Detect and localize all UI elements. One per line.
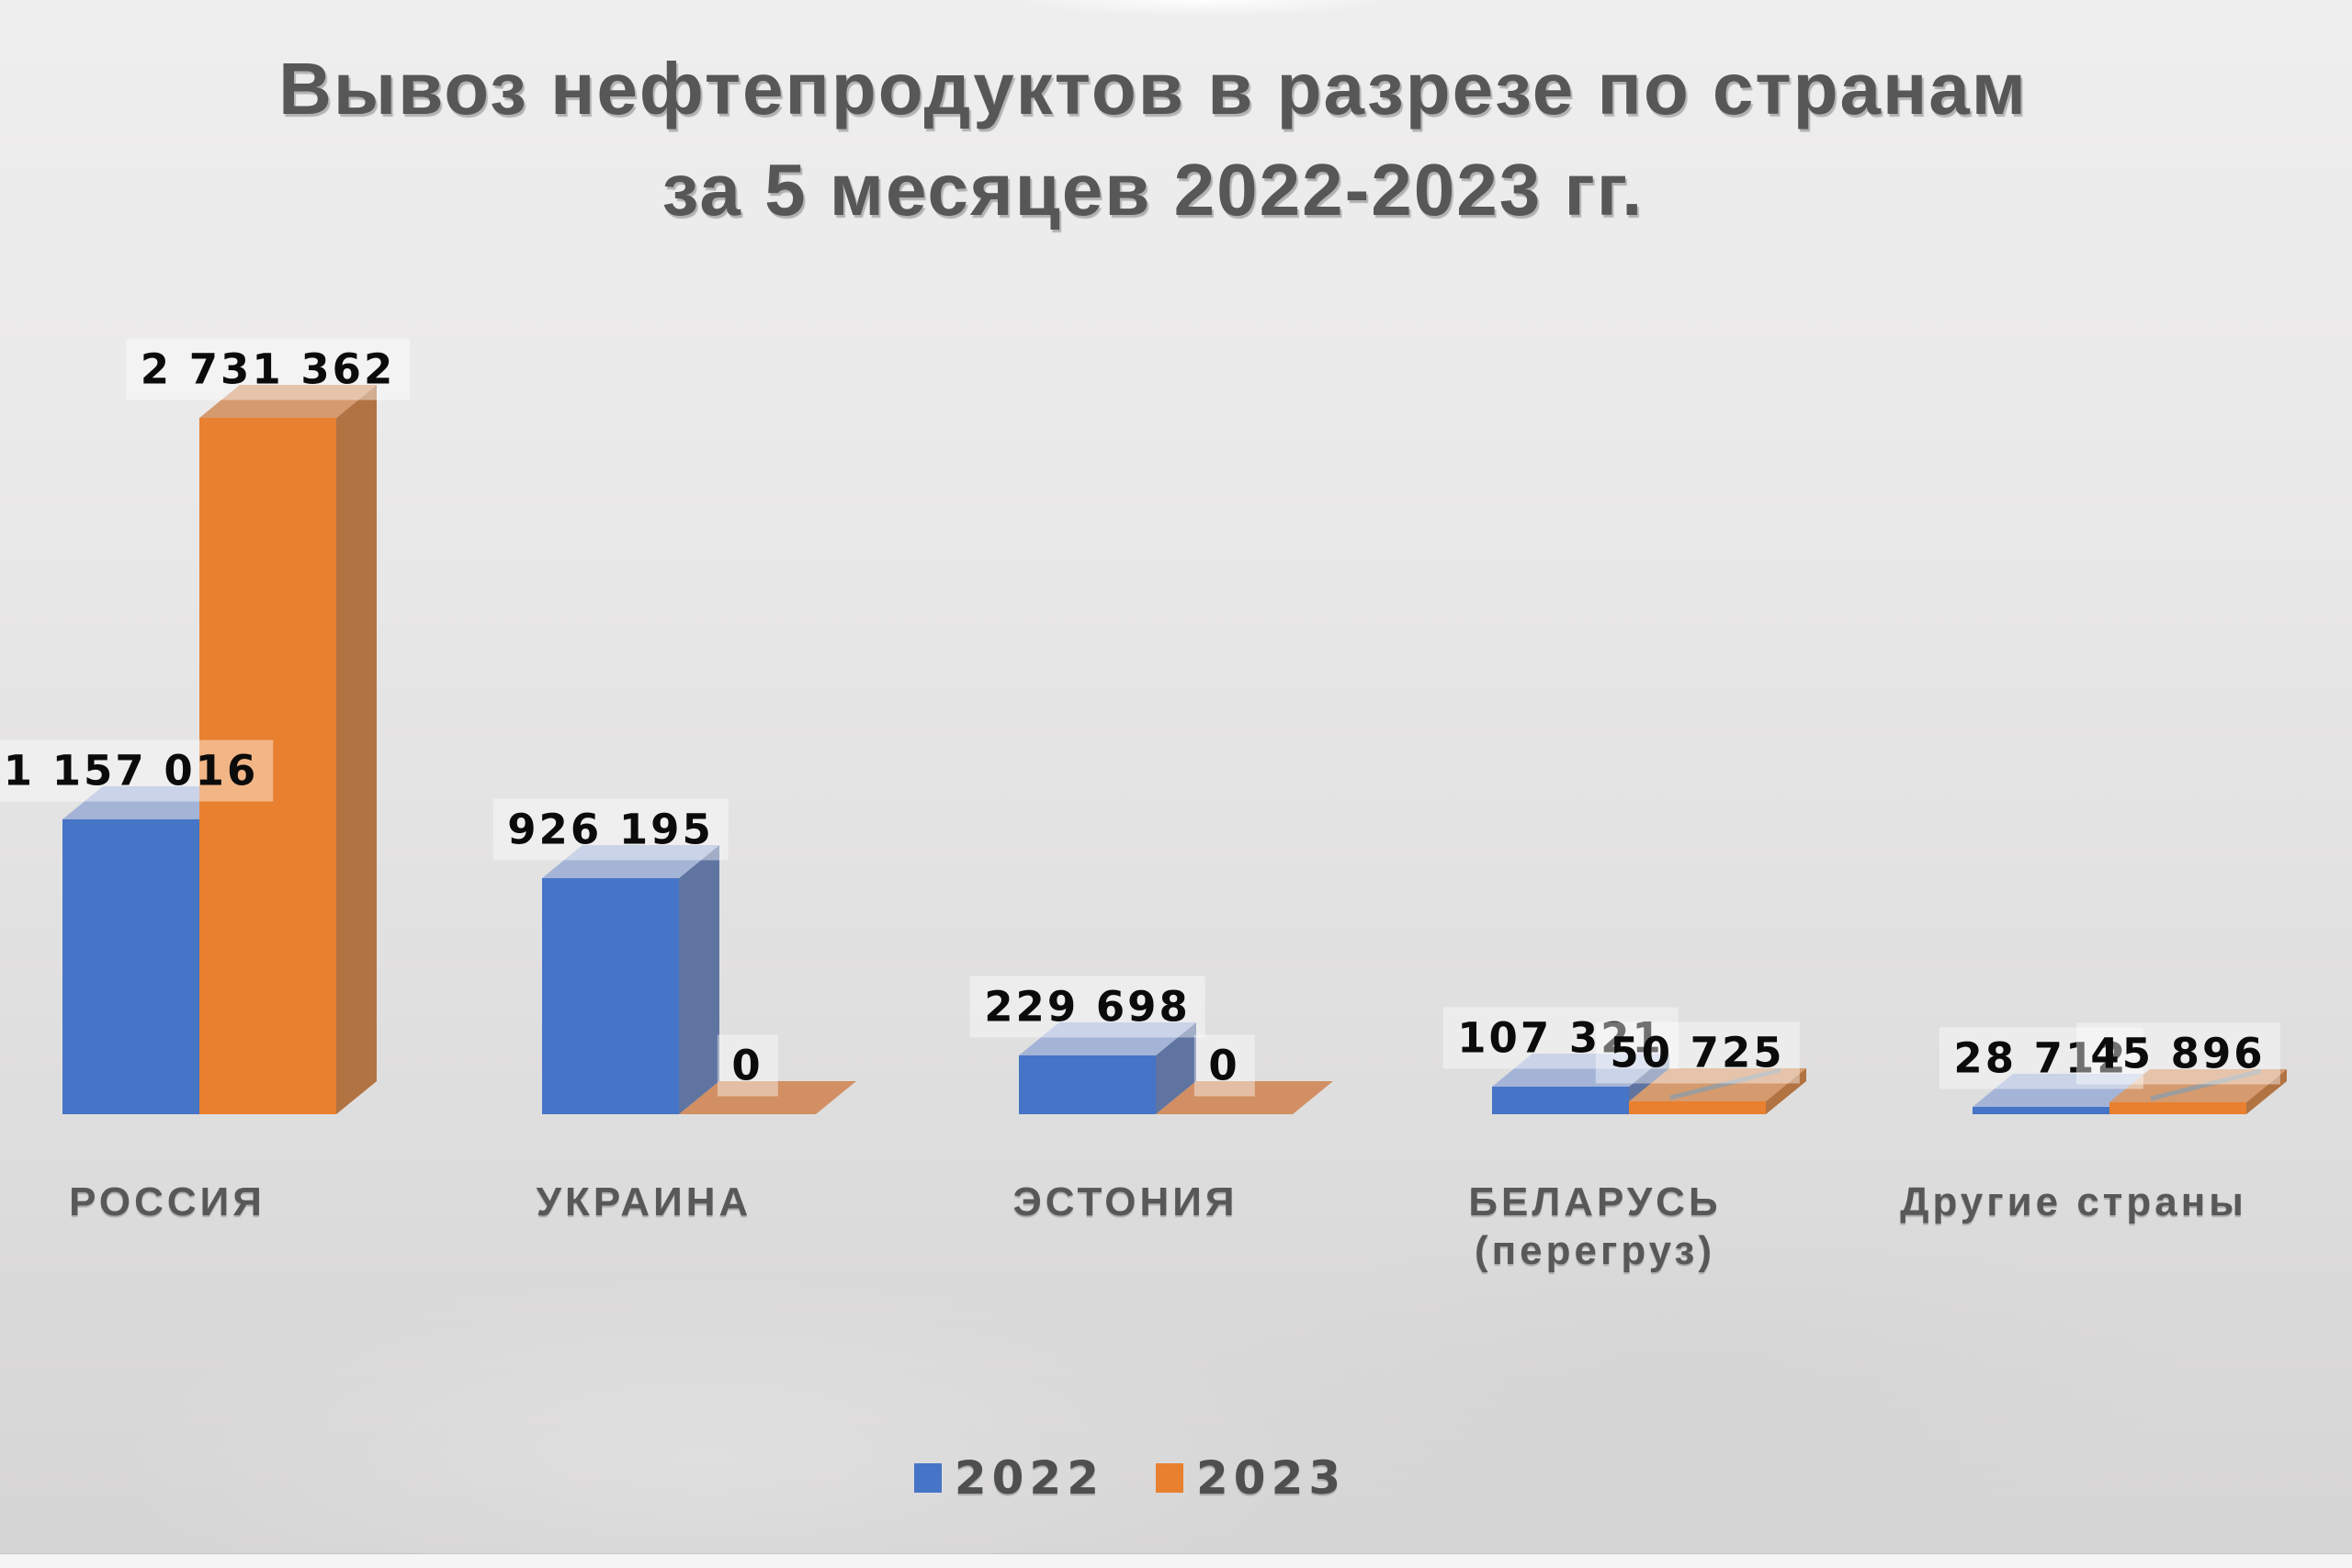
value-label-2023-cat1: 0: [717, 1034, 778, 1097]
value-label-2022-cat3: 107 321: [1442, 1007, 1679, 1069]
value-label-2023-cat0: 2 731 362: [125, 338, 411, 400]
bar-2023-cat3-side: [1766, 1068, 1806, 1114]
category-label-line2: (перегруз): [1474, 1228, 1716, 1273]
bar-2023-cat4-front: [2109, 1102, 2246, 1114]
bar-2022-cat2-top: [1019, 1022, 1196, 1055]
chart-title-line1: Вывоз нефтепродуктов в разрезе по страна…: [278, 48, 2028, 130]
legend-label-2022: 2022: [954, 1451, 1104, 1505]
bar-2023-cat4-side: [2246, 1069, 2287, 1114]
bar-2022-cat4-top: [1973, 1074, 2150, 1107]
bar-2022-cat3-top: [1492, 1054, 1669, 1087]
category-label-cat3: БЕЛАРУСЬ (перегруз): [1468, 1178, 1721, 1275]
bar-2023-cat1-flat-top: [679, 1081, 856, 1114]
bar-2022-cat2-front: [1019, 1055, 1156, 1114]
category-label-cat2: ЭСТОНИЯ: [1012, 1178, 1238, 1226]
legend-swatch-2023: [1156, 1463, 1183, 1493]
value-label-2023-cat2: 0: [1193, 1034, 1255, 1097]
bar-2022-cat0-front: [62, 819, 199, 1114]
category-label-line1: Другие страны: [1900, 1179, 2247, 1224]
value-label-2022-cat4: 28 712: [1939, 1027, 2143, 1089]
bar-2023-cat0-top: [199, 385, 377, 418]
value-label-2022-cat1: 926 195: [492, 798, 729, 861]
value-label-2023-cat4: 45 896: [2075, 1022, 2280, 1085]
bar-2023-cat4-floor-gridline: [2150, 1068, 2262, 1101]
legend-item-2023: 2023: [1156, 1455, 1346, 1501]
legend-swatch-2022: [913, 1463, 942, 1493]
category-label-line1: ЭСТОНИЯ: [1012, 1179, 1238, 1224]
value-label-2022-cat2: 229 698: [969, 976, 1205, 1038]
category-label-cat4: Другие страны: [1900, 1178, 2247, 1226]
bar-2023-cat3-front: [1629, 1101, 1766, 1114]
bar-2022-cat4-front: [1973, 1107, 2109, 1114]
chart-title: Вывоз нефтепродуктов в разрезе по страна…: [0, 39, 2306, 241]
bar-2022-cat0-top: [62, 786, 240, 819]
bar-2022-cat1-top: [542, 845, 719, 878]
bar-2023-cat0-side: [336, 385, 377, 1114]
legend: 2022 2023: [0, 1455, 2260, 1501]
chart-title-line2: за 5 месяцев 2022-2023 гг.: [662, 149, 1645, 231]
category-label-cat1: УКРАИНА: [537, 1178, 752, 1226]
value-label-2022-cat0: 1 157 016: [0, 739, 274, 802]
bar-2022-cat1-front: [542, 878, 679, 1114]
bar-2023-cat2-flat-top: [1156, 1081, 1333, 1114]
legend-label-2023: 2023: [1196, 1451, 1347, 1505]
bar-2022-cat3-front: [1492, 1087, 1629, 1114]
bottom-strip: [0, 1554, 2352, 1568]
bar-2022-cat2-side: [1156, 1022, 1196, 1114]
bar-2023-cat0-front: [199, 418, 336, 1114]
legend-item-2022: 2022: [913, 1451, 1104, 1505]
category-label-line1: БЕЛАРУСЬ: [1468, 1179, 1722, 1224]
bar-2023-cat3-floor-gridline: [1669, 1067, 1781, 1100]
category-label-cat0: РОССИЯ: [69, 1178, 266, 1226]
category-label-line1: УКРАИНА: [536, 1179, 752, 1224]
value-label-2023-cat3: 50 725: [1595, 1021, 1800, 1084]
category-label-line1: РОССИЯ: [69, 1179, 266, 1224]
bar-2022-cat1-side: [679, 845, 719, 1114]
